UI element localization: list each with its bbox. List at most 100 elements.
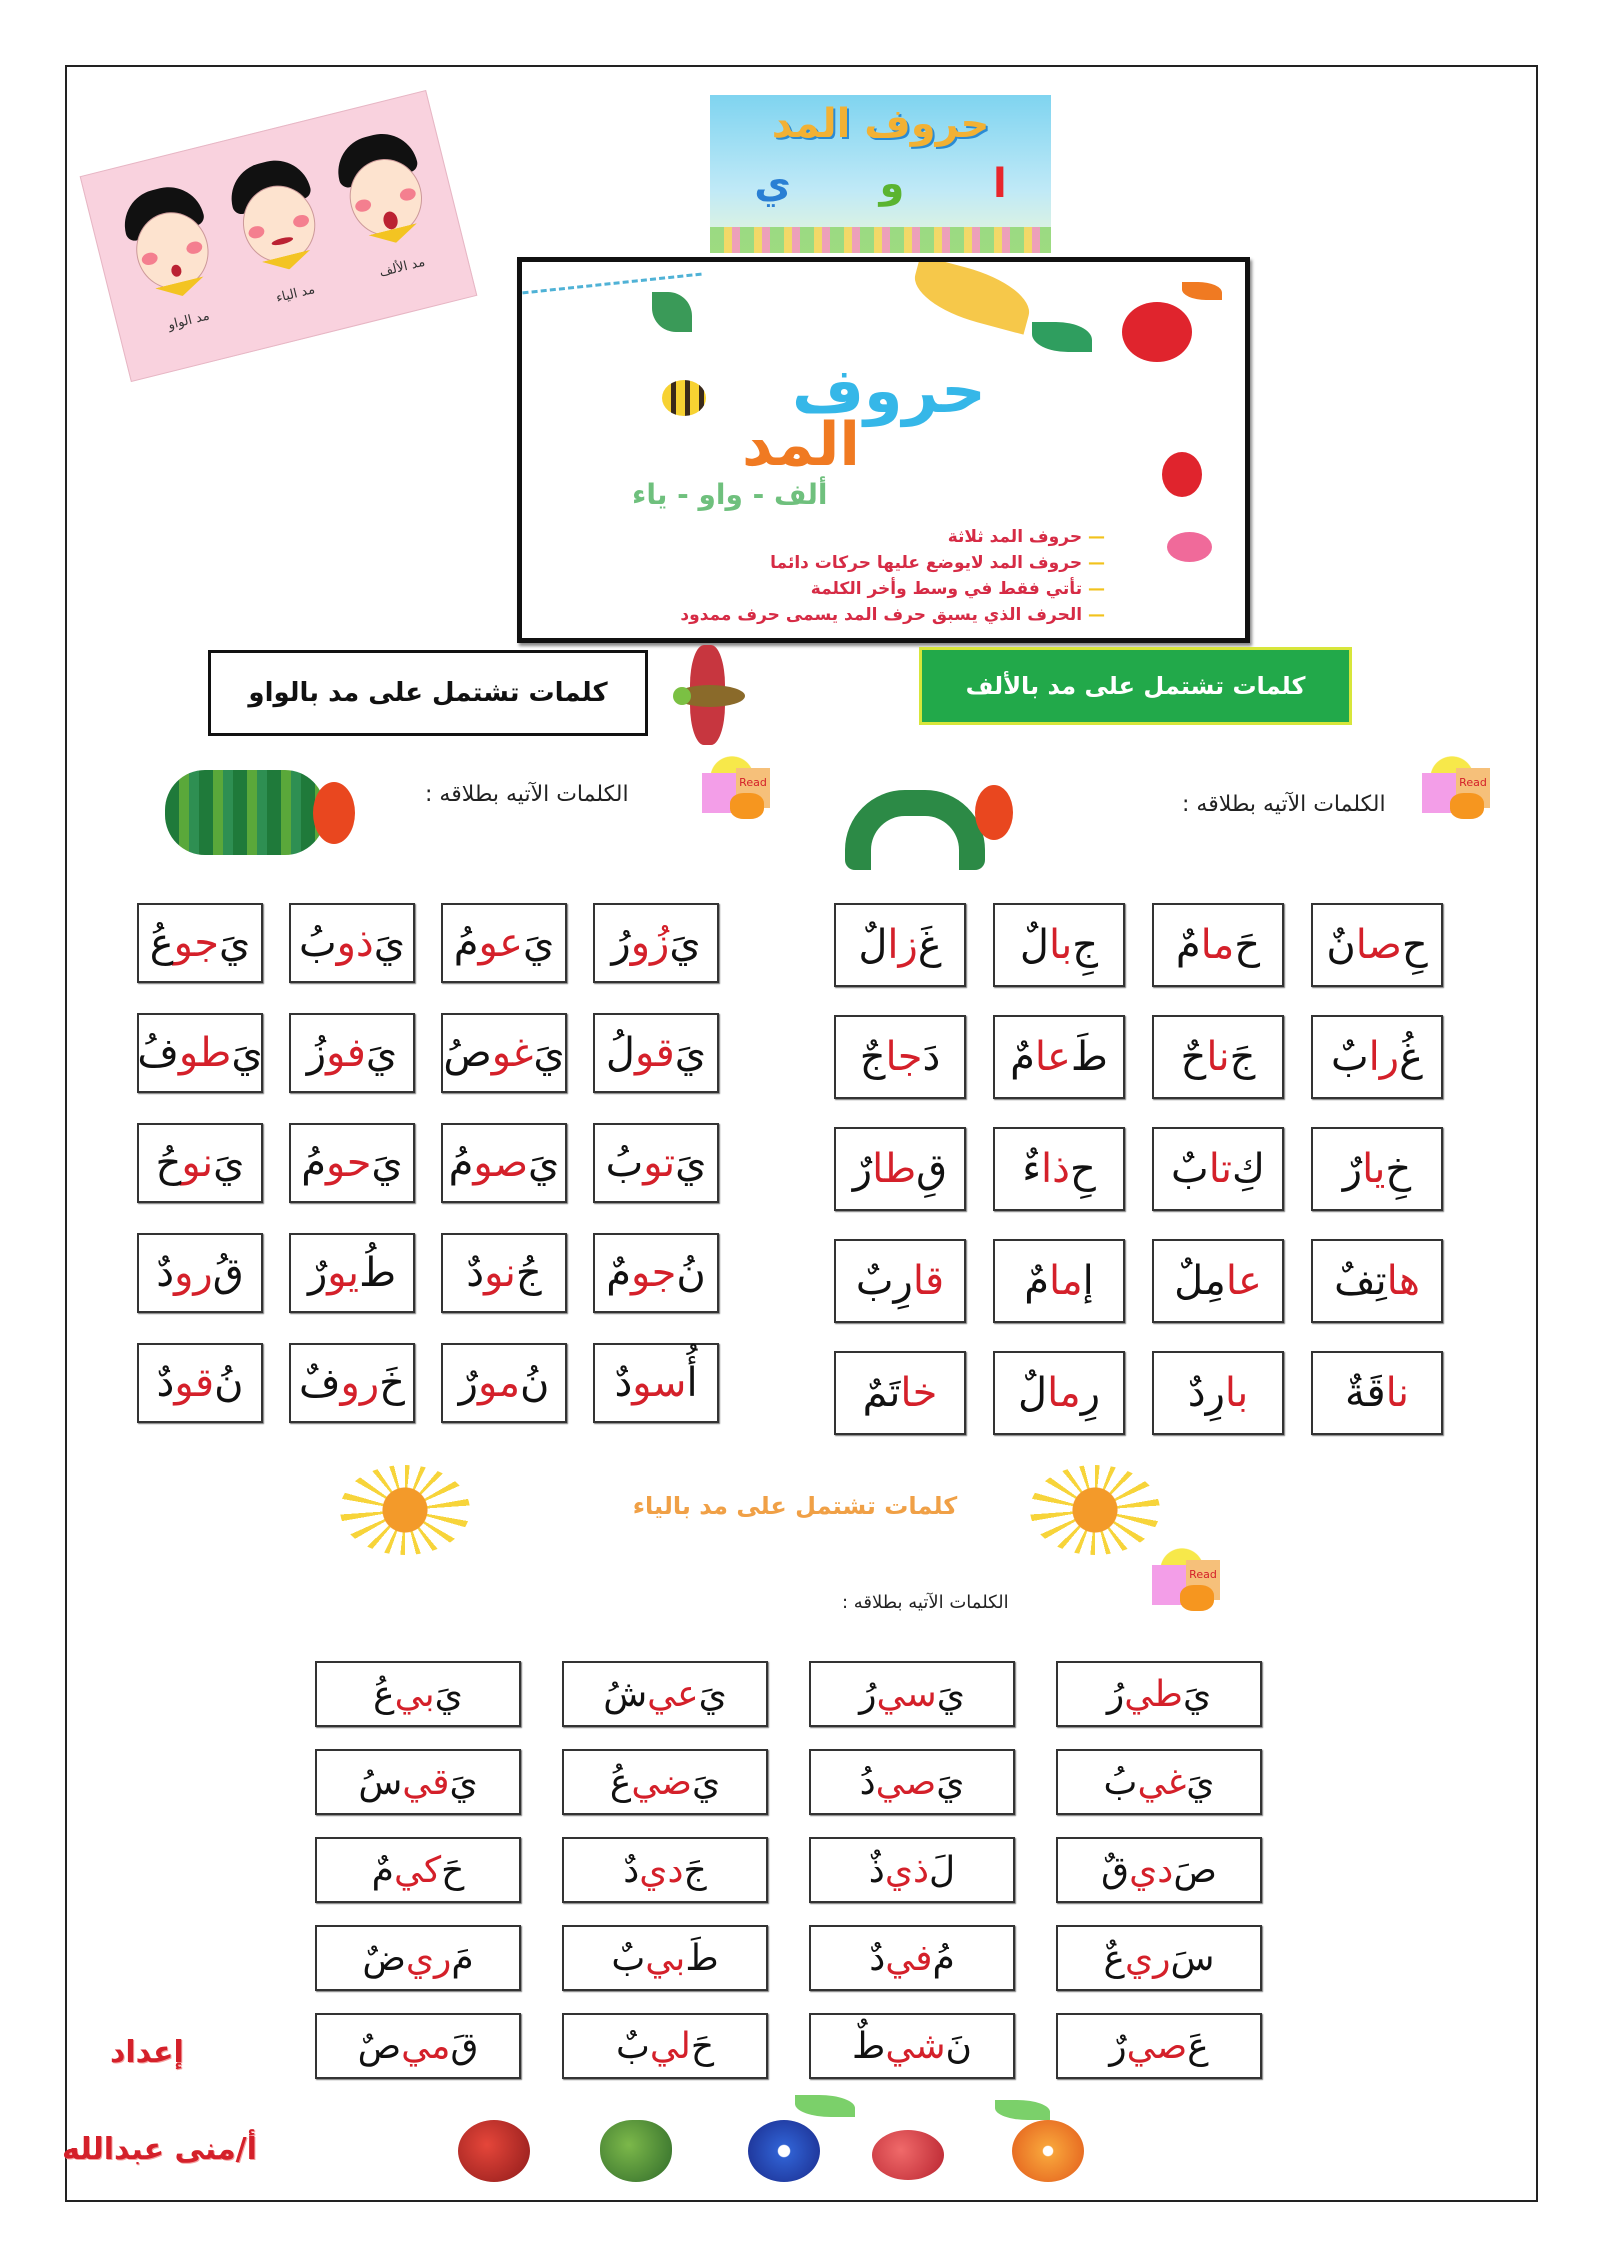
alif-words-grid: حِ صا نٌ حَ ما مٌ جِ با لٌ غَ زا لٌ غُ را بٌ جَ نا حٌ طَ عا… bbox=[834, 903, 1443, 1435]
word-part: ءٌ bbox=[1022, 1146, 1042, 1192]
madd-letters: شي bbox=[885, 2025, 946, 2067]
kid-waw: مد الواو bbox=[112, 178, 226, 333]
word-part: ذٌ bbox=[868, 1849, 885, 1891]
word-part: رٌ bbox=[1342, 1146, 1363, 1192]
banner-title: حروف المد bbox=[771, 101, 990, 147]
butterfly-icon bbox=[665, 645, 755, 745]
page-border bbox=[65, 65, 1538, 2202]
madd-letters: يو bbox=[327, 1250, 360, 1296]
banner-letter-alif: ا bbox=[993, 161, 1007, 207]
word-card: يَ غي بُ bbox=[1056, 1749, 1262, 1815]
word-part: قٌ bbox=[1101, 1849, 1130, 1891]
word-part: يَ bbox=[449, 1761, 478, 1803]
madd-letters: را bbox=[1368, 1034, 1400, 1080]
ya-section-heading: كلمات تشتمل على مد بالياء bbox=[632, 1492, 958, 1520]
word-part: طَ bbox=[1070, 1034, 1108, 1080]
word-part: رِبٌ bbox=[855, 1258, 913, 1304]
word-part: أُ bbox=[686, 1360, 698, 1406]
word-card: يَ ذو بُ bbox=[289, 903, 415, 983]
word-part: خَ bbox=[379, 1360, 405, 1406]
madd-letters: مي bbox=[401, 2025, 451, 2067]
caterpillar-icon bbox=[845, 765, 1020, 895]
apple-icon bbox=[458, 2120, 530, 2182]
madd-letters: طا bbox=[872, 1146, 917, 1192]
madd-letters: قو bbox=[174, 1360, 215, 1406]
banner-letter-ya: ي bbox=[754, 161, 791, 207]
word-card: يَ تو بُ bbox=[593, 1123, 719, 1203]
word-part: يَ bbox=[373, 920, 406, 966]
word-part: قِ bbox=[916, 1146, 948, 1192]
word-part: صُ bbox=[443, 1030, 492, 1076]
word-card: يَ جو عُ bbox=[137, 903, 263, 983]
word-part: حِ bbox=[1401, 922, 1428, 968]
word-part: بُ bbox=[1103, 1761, 1138, 1803]
madd-letters: خا bbox=[900, 1370, 938, 1416]
madd-letters: ري bbox=[1124, 1937, 1171, 1979]
madd-letters: عي bbox=[647, 1673, 699, 1715]
word-part: مٌ bbox=[1024, 1258, 1050, 1304]
word-part: يَ bbox=[218, 920, 251, 966]
madd-letters-banner: حروف المد ا و ي bbox=[710, 95, 1051, 253]
word-part: رُ bbox=[1106, 1673, 1125, 1715]
word-part: لَ bbox=[929, 1849, 956, 1891]
waw-instruction: الكلمات الآتيه بطلاقه : bbox=[425, 782, 629, 807]
word-part: مِلٌ bbox=[1174, 1258, 1226, 1304]
word-card: نُ مو رٌ bbox=[441, 1343, 567, 1423]
word-part: كِ bbox=[1232, 1146, 1265, 1192]
word-card: يَ غو صُ bbox=[441, 1013, 567, 1093]
word-card: قُ رو دٌ bbox=[137, 1233, 263, 1313]
madd-letters: طي bbox=[1124, 1673, 1183, 1715]
word-card: يَ فو زُ bbox=[289, 1013, 415, 1093]
word-part: يَ bbox=[213, 1140, 245, 1186]
word-card: طَ بي بٌ bbox=[562, 1925, 768, 1991]
word-part: رٌ bbox=[307, 1250, 328, 1296]
madd-letters: دي bbox=[1129, 1849, 1174, 1891]
madd-letters: سو bbox=[632, 1360, 687, 1406]
madd-letters: جو bbox=[173, 920, 219, 966]
word-part: جٌ bbox=[859, 1034, 886, 1080]
madd-letters: مو bbox=[477, 1360, 521, 1406]
word-part: يَ bbox=[231, 1030, 263, 1076]
madd-letters: صو bbox=[473, 1140, 529, 1186]
word-part: عٌ bbox=[1103, 1937, 1125, 1979]
word-card: طَ عا مٌ bbox=[993, 1015, 1125, 1099]
word-part: لٌ bbox=[1018, 1370, 1048, 1416]
madd-letters: صا bbox=[1355, 922, 1402, 968]
word-part: مٌ bbox=[1010, 1034, 1035, 1080]
word-part: رُ bbox=[859, 1673, 877, 1715]
word-part: يَ bbox=[698, 1673, 727, 1715]
word-part: بٌ bbox=[615, 2025, 650, 2067]
word-part: عُ bbox=[149, 920, 174, 966]
word-part: رٌ bbox=[1109, 2025, 1127, 2067]
sun-icon bbox=[1030, 1465, 1160, 1555]
caterpillar-icon bbox=[165, 760, 355, 870]
word-part: دُ bbox=[859, 1761, 876, 1803]
word-part: نُ bbox=[214, 1360, 244, 1406]
word-card: جُ نو دٌ bbox=[441, 1233, 567, 1313]
word-card: جِ با لٌ bbox=[993, 903, 1125, 987]
word-part: يَ bbox=[669, 920, 701, 966]
word-part: عَ bbox=[1187, 2025, 1209, 2067]
word-part: مُ bbox=[301, 1140, 327, 1186]
word-part: يَ bbox=[674, 1030, 707, 1076]
rule-item: حروف المد ثلاثة bbox=[680, 524, 1105, 550]
word-card: أُ سو دٌ bbox=[593, 1343, 719, 1423]
word-part: يَ bbox=[936, 1673, 965, 1715]
madd-letters: تا bbox=[1208, 1146, 1233, 1192]
word-card: خِ يا رٌ bbox=[1311, 1127, 1443, 1211]
word-part: يَ bbox=[1186, 1761, 1215, 1803]
word-part: نَ bbox=[945, 2025, 972, 2067]
word-card: نَ شي طٌ bbox=[809, 2013, 1015, 2079]
word-part: بُ bbox=[298, 920, 337, 966]
word-part: يَ bbox=[533, 1030, 565, 1076]
word-card: رِ ما لٌ bbox=[993, 1351, 1125, 1435]
word-part: حَ bbox=[441, 1849, 465, 1891]
word-part: نٌ bbox=[1326, 922, 1356, 968]
word-part: غُ bbox=[1399, 1034, 1423, 1080]
madd-letters: عا bbox=[1225, 1258, 1262, 1304]
word-card: طُ يو رٌ bbox=[289, 1233, 415, 1313]
word-part: يَ bbox=[434, 1673, 463, 1715]
word-card: كِ تا بٌ bbox=[1152, 1127, 1284, 1211]
word-card: يَ سي رُ bbox=[809, 1661, 1015, 1727]
word-card: غَ زا لٌ bbox=[834, 903, 966, 987]
